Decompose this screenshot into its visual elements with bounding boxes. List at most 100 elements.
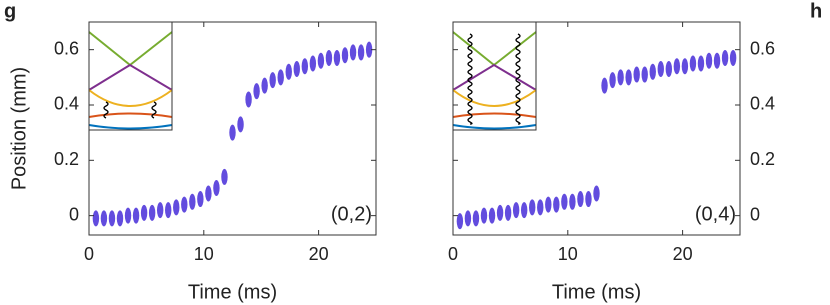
blob: [609, 72, 616, 89]
coupling: [515, 33, 521, 125]
blob: [173, 199, 180, 216]
blob: [529, 199, 536, 216]
blob: [625, 69, 632, 86]
blob: [488, 207, 496, 224]
coupling: [103, 101, 109, 119]
blob: [349, 44, 357, 61]
blob: [577, 191, 584, 208]
blob: [333, 49, 341, 66]
y-tick-label: 0.4: [750, 94, 775, 114]
blob: [617, 69, 624, 86]
x-tick-label: 0: [448, 244, 458, 264]
x-tick-label: 10: [558, 244, 578, 264]
blob: [601, 77, 608, 94]
blob: [657, 61, 664, 78]
x-axis-label: Time (ms): [188, 281, 277, 303]
level: [88, 124, 173, 130]
blob: [681, 58, 689, 75]
blob: [705, 52, 713, 69]
blob: [357, 44, 365, 61]
blob: [108, 210, 116, 227]
blob: [293, 61, 300, 78]
blob: [585, 191, 592, 208]
blob: [229, 124, 236, 141]
blob: [721, 49, 729, 66]
coupling: [151, 101, 157, 119]
blob: [496, 204, 504, 221]
panel-label: g: [4, 0, 16, 22]
blob: [245, 91, 252, 108]
blob: [456, 213, 464, 230]
level: [88, 112, 173, 118]
blob: [165, 202, 172, 219]
y-tick-label: 0.6: [54, 38, 79, 58]
blob: [221, 168, 228, 185]
blob: [156, 202, 164, 219]
blob: [561, 193, 568, 210]
blob: [301, 58, 309, 75]
blob: [205, 185, 212, 202]
blob: [253, 83, 260, 100]
level: [88, 63, 173, 91]
y-tick-label: 0.2: [54, 149, 79, 169]
blob: [641, 66, 648, 83]
blob: [545, 196, 552, 213]
x-tick-label: 0: [84, 244, 94, 264]
blob: [365, 41, 373, 58]
blob: [124, 207, 132, 224]
blob: [132, 207, 140, 224]
x-tick-label: 10: [194, 244, 214, 264]
blob: [480, 207, 488, 224]
level: [452, 112, 537, 118]
x-tick-label: 20: [309, 244, 329, 264]
blob: [92, 210, 100, 227]
x-axis-label: Time (ms): [552, 281, 641, 303]
blob: [729, 49, 737, 66]
blob: [309, 55, 317, 72]
axes-frame: [88, 21, 377, 236]
level: [452, 124, 537, 130]
blob: [269, 72, 276, 89]
y-tick-label: 0: [750, 204, 760, 224]
blob: [213, 179, 220, 196]
y-axis-label: Position (mm): [8, 67, 30, 190]
blob: [673, 58, 681, 75]
blob: [277, 69, 284, 86]
blob: [100, 210, 108, 227]
blob: [181, 196, 188, 213]
blob: [504, 204, 512, 221]
panel-label: h: [810, 0, 822, 22]
blob: [512, 202, 520, 219]
annotation: (0,2): [331, 203, 372, 225]
blob: [665, 61, 673, 78]
level: [88, 89, 173, 107]
blob: [261, 77, 268, 94]
blob: [553, 196, 560, 213]
level: [452, 89, 537, 107]
level: [452, 63, 537, 91]
blob: [593, 185, 600, 202]
blob: [520, 202, 528, 219]
blob: [464, 210, 472, 227]
y-tick-label: 0.6: [750, 38, 775, 58]
axes-frame: [452, 21, 741, 236]
blob: [325, 49, 333, 66]
blob: [237, 116, 244, 133]
blob: [317, 52, 325, 69]
blob: [697, 55, 705, 72]
blob: [189, 193, 196, 210]
y-tick-label: 0.4: [54, 94, 79, 114]
blob: [197, 191, 204, 208]
blob: [140, 204, 148, 221]
blob: [148, 204, 156, 221]
blob: [713, 52, 721, 69]
blob: [341, 47, 349, 64]
blob: [633, 66, 640, 83]
y-tick-label: 0.2: [750, 149, 775, 169]
y-tick-label: 0: [69, 204, 79, 224]
blob: [569, 193, 576, 210]
blob: [689, 55, 697, 72]
coupling: [467, 33, 473, 125]
